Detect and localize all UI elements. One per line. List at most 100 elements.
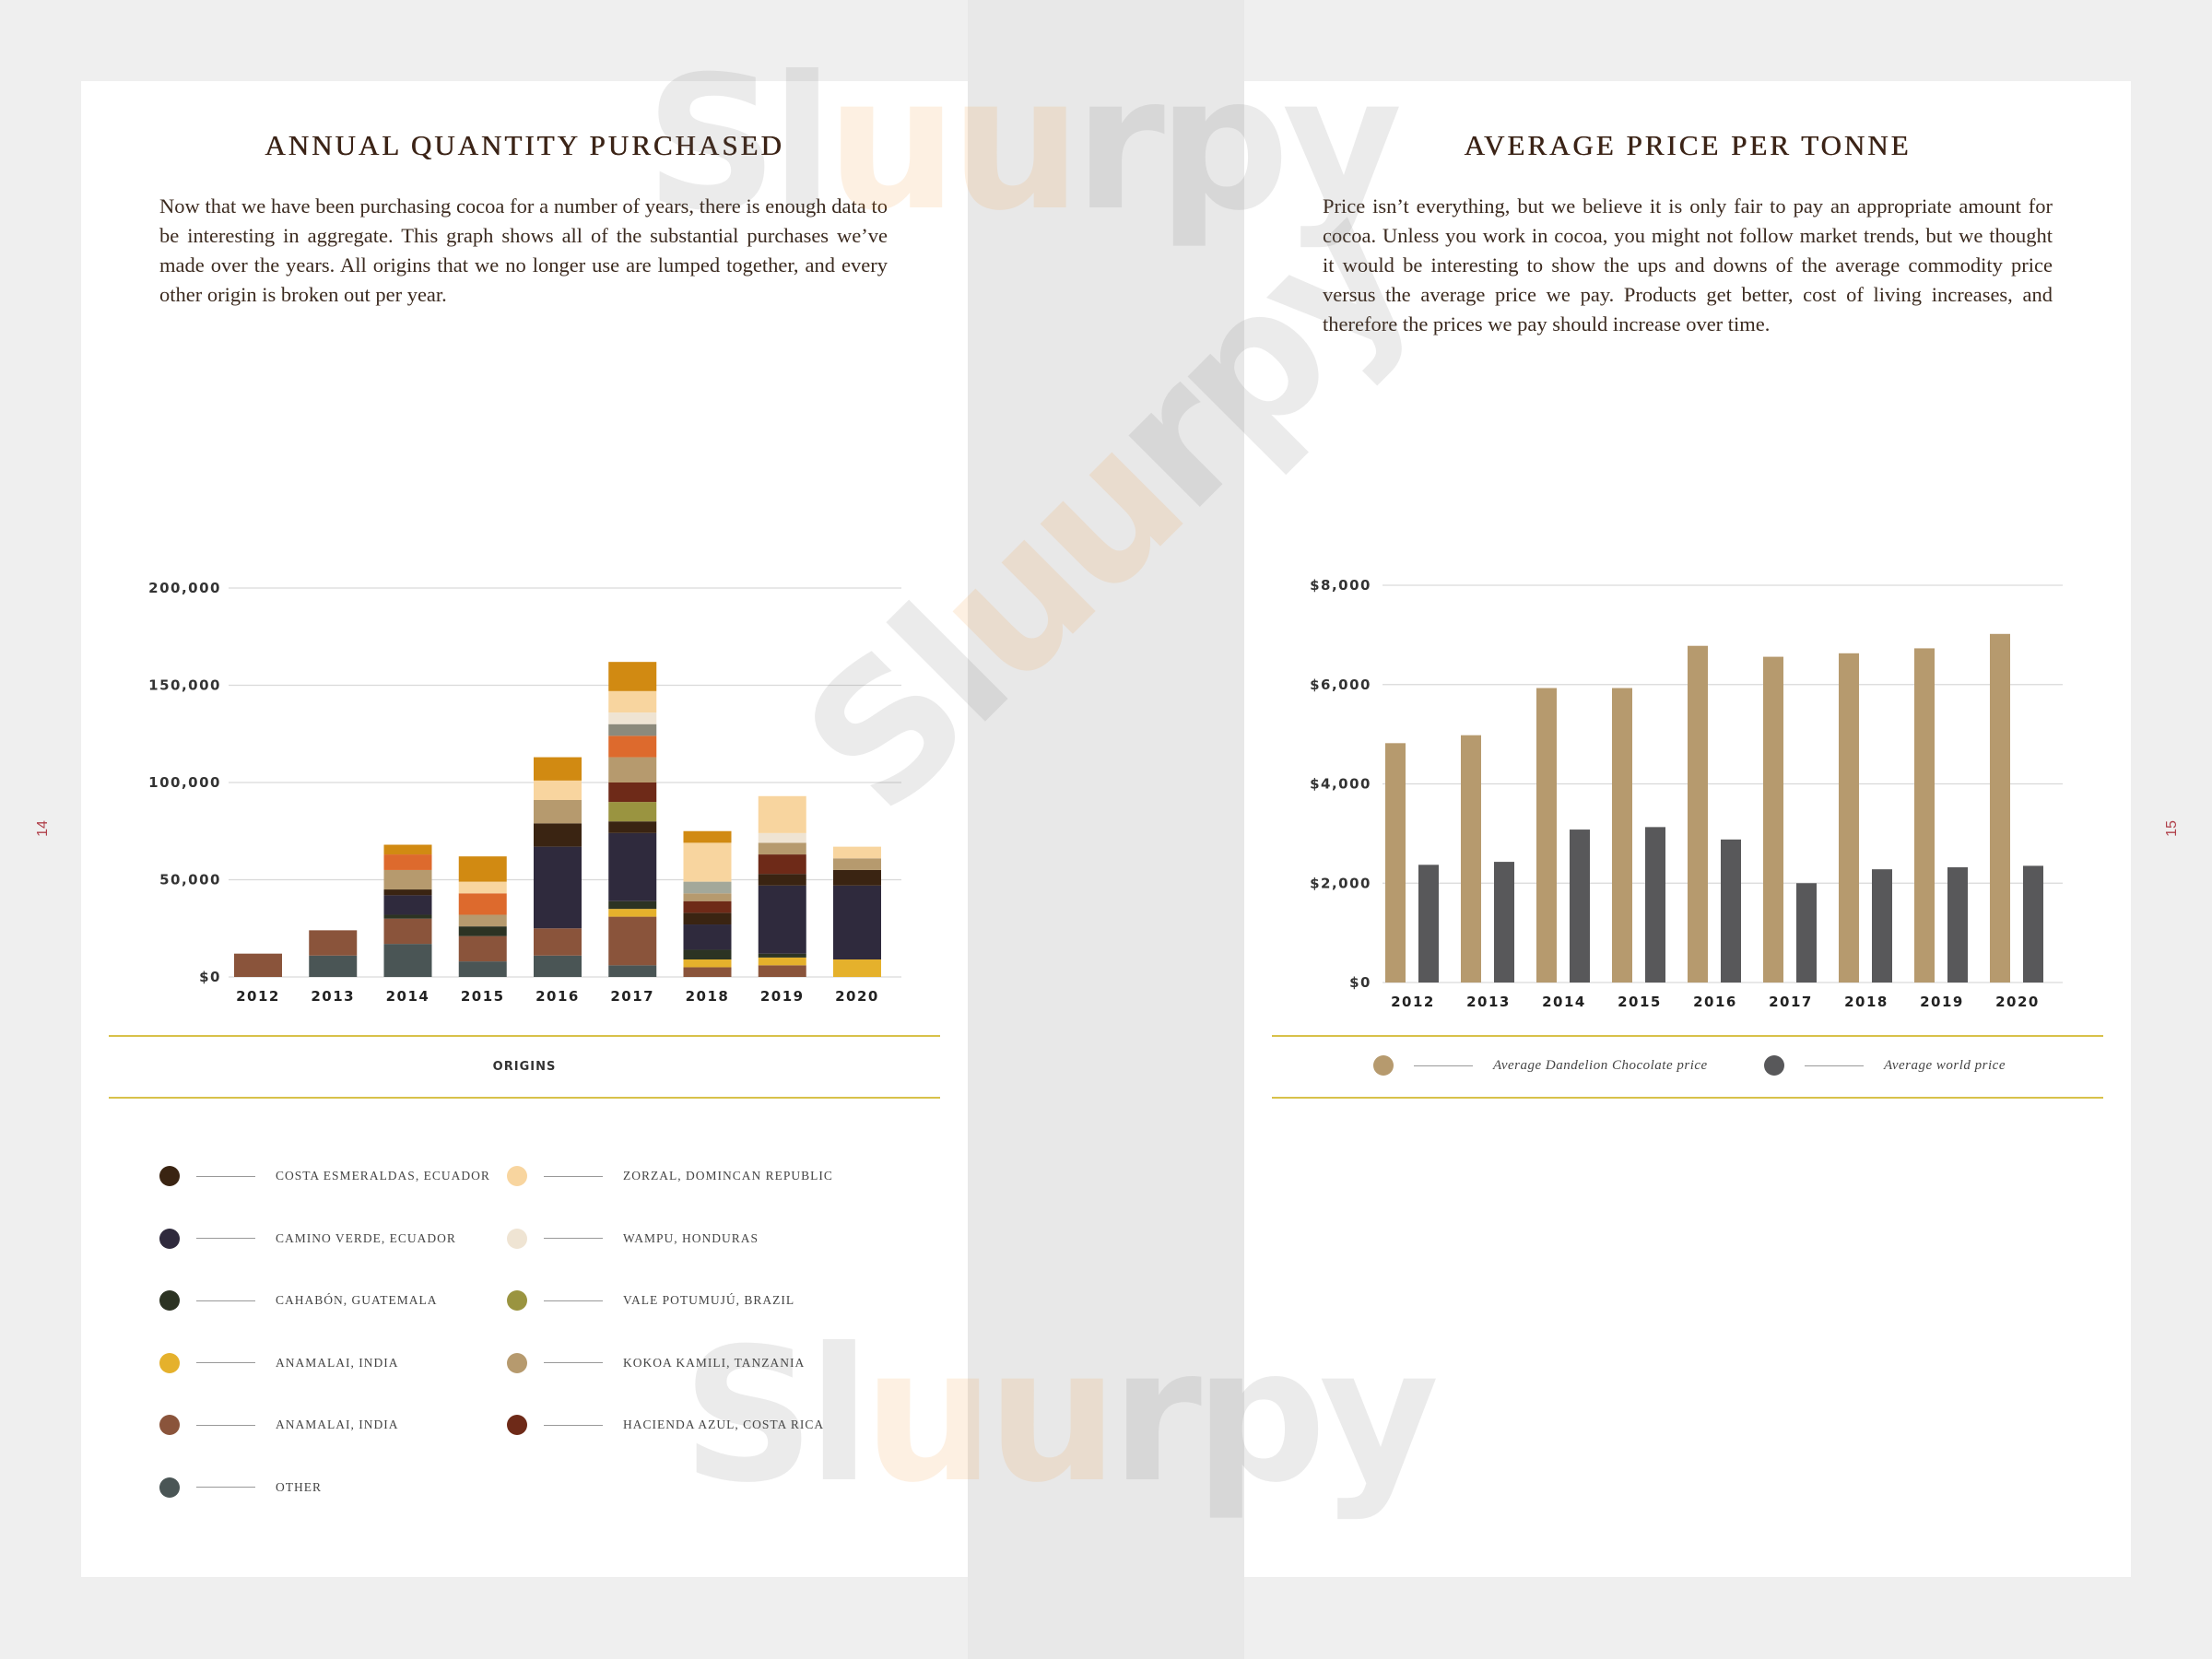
bar-segment [458, 881, 507, 894]
price-title: AVERAGE PRICE PER TONNE [1464, 129, 1912, 161]
legend-dash [544, 1175, 603, 1177]
origin-swatch [507, 1415, 527, 1435]
x-tick-label: 2019 [1920, 994, 1964, 1010]
x-tick-label: 2018 [1844, 994, 1888, 1010]
dandelion-price-bar [1612, 688, 1632, 982]
bar-segment [383, 895, 432, 915]
bar-segment [534, 955, 582, 977]
legend-dash [1414, 1065, 1473, 1066]
y-tick-label: $6,000 [1310, 677, 1371, 693]
bar-segment [534, 757, 582, 781]
origin-label: CAMINO VERDE, ECUADOR [276, 1230, 456, 1245]
origins-heading: ORIGINS [492, 1060, 557, 1074]
bar-segment [608, 757, 657, 782]
legend-dash [544, 1300, 603, 1301]
y-tick-label: $8,000 [1310, 577, 1371, 594]
bar-segment [608, 916, 657, 966]
dandelion-price-bar [1914, 648, 1935, 982]
bar-segment [383, 918, 432, 945]
world-price-bar [1947, 867, 1968, 982]
world-price-bar [1418, 865, 1439, 982]
origin-legend-item: ZORZAL, DOMINCAN REPUBLIC [507, 1165, 833, 1187]
bar-segment [683, 924, 732, 950]
bar-segment [683, 949, 732, 960]
bar-segment [458, 856, 507, 882]
bar-segment [758, 953, 806, 958]
bar-segment [758, 957, 806, 966]
world-price-bar [2023, 865, 2043, 982]
bar-segment [383, 944, 432, 977]
price-legend-dandelion: Average Dandelion Chocolate price [1373, 1055, 1708, 1076]
bar-segment [383, 889, 432, 896]
bar-segment [608, 782, 657, 803]
price-legend-rule-top [1272, 1035, 2103, 1037]
bar-segment [534, 846, 582, 929]
origin-legend-item: CAHABÓN, GUATEMALA [159, 1289, 438, 1312]
x-tick-label: 2014 [386, 988, 430, 1005]
bar-segment [608, 735, 657, 758]
bar-segment [383, 854, 432, 870]
origin-legend-item: HACIENDA AZUL, COSTA RICA [507, 1414, 824, 1436]
world-price-swatch [1764, 1055, 1784, 1076]
y-tick-label: 200,000 [148, 580, 221, 596]
x-tick-label: 2012 [1391, 994, 1435, 1010]
quantity-title: ANNUAL QUANTITY PURCHASED [265, 129, 784, 161]
origin-legend-item: WAMPU, HONDURAS [507, 1228, 759, 1250]
bar-segment [683, 912, 732, 925]
legend-dash [544, 1424, 603, 1426]
bar-segment [608, 662, 657, 691]
dandelion-price-label: Average Dandelion Chocolate price [1493, 1057, 1708, 1073]
origin-label: KOKOA KAMILI, TANZANIA [623, 1355, 806, 1370]
y-tick-label: 50,000 [159, 872, 221, 888]
bar-segment [608, 712, 657, 724]
bar-segment [458, 914, 507, 927]
price-legend-world: Average world price [1764, 1055, 2006, 1076]
world-price-bar [1721, 839, 1741, 982]
page-number-left: 14 [34, 820, 51, 837]
bar-segment [608, 900, 657, 910]
book-spine [968, 0, 1244, 1659]
bar-segment [758, 854, 806, 875]
bar-segment [758, 842, 806, 855]
bar-segment [758, 832, 806, 843]
origin-label: CAHABÓN, GUATEMALA [276, 1293, 438, 1307]
legend-dash [196, 1487, 255, 1488]
dandelion-price-bar [1688, 645, 1708, 982]
bar-segment [683, 881, 732, 894]
bar-segment [758, 885, 806, 954]
bar-segment [833, 885, 881, 960]
legend-dash [196, 1362, 255, 1363]
bar-segment [683, 893, 732, 901]
origin-swatch [507, 1228, 527, 1249]
origin-label: ANAMALAI, INDIA [276, 1355, 399, 1370]
y-tick-label: $2,000 [1310, 875, 1371, 891]
bar-segment [758, 874, 806, 886]
left-page: ANNUAL QUANTITY PURCHASED Now that we ha… [81, 81, 968, 1577]
bar-segment [758, 795, 806, 833]
world-price-bar [1645, 827, 1665, 982]
origin-label: COSTA ESMERALDAS, ECUADOR [276, 1169, 490, 1182]
origin-swatch [159, 1415, 180, 1435]
dandelion-price-bar [1763, 656, 1783, 982]
origin-swatch [159, 1477, 180, 1498]
bar-segment [833, 959, 881, 977]
origins-rule-top [109, 1035, 940, 1037]
origin-legend-item: ANAMALAI, INDIA [159, 1352, 398, 1374]
origin-swatch [159, 1166, 180, 1186]
y-tick-label: 100,000 [148, 774, 221, 791]
dandelion-price-swatch [1373, 1055, 1394, 1076]
price-bar-chart: $0 $2,000 $4,000 $6,000 $8,000 2012 2013 2014 20… [1310, 577, 2063, 1010]
y-tick-label: 150,000 [148, 677, 221, 694]
bar-segment [534, 823, 582, 847]
bar-segment [833, 846, 881, 859]
bar-segment [683, 830, 732, 843]
origin-label: WAMPU, HONDURAS [623, 1230, 759, 1245]
quantity-intro: Now that we have been purchasing cocoa f… [159, 194, 888, 306]
x-tick-label: 2013 [311, 988, 355, 1005]
x-tick-label: 2016 [1693, 994, 1737, 1010]
dandelion-price-bar [1461, 735, 1481, 982]
bar-segment [683, 959, 732, 968]
world-price-bar [1872, 869, 1892, 982]
price-intro: Price isn’t everything, but we believe i… [1323, 194, 2053, 335]
bar-segment [534, 780, 582, 800]
